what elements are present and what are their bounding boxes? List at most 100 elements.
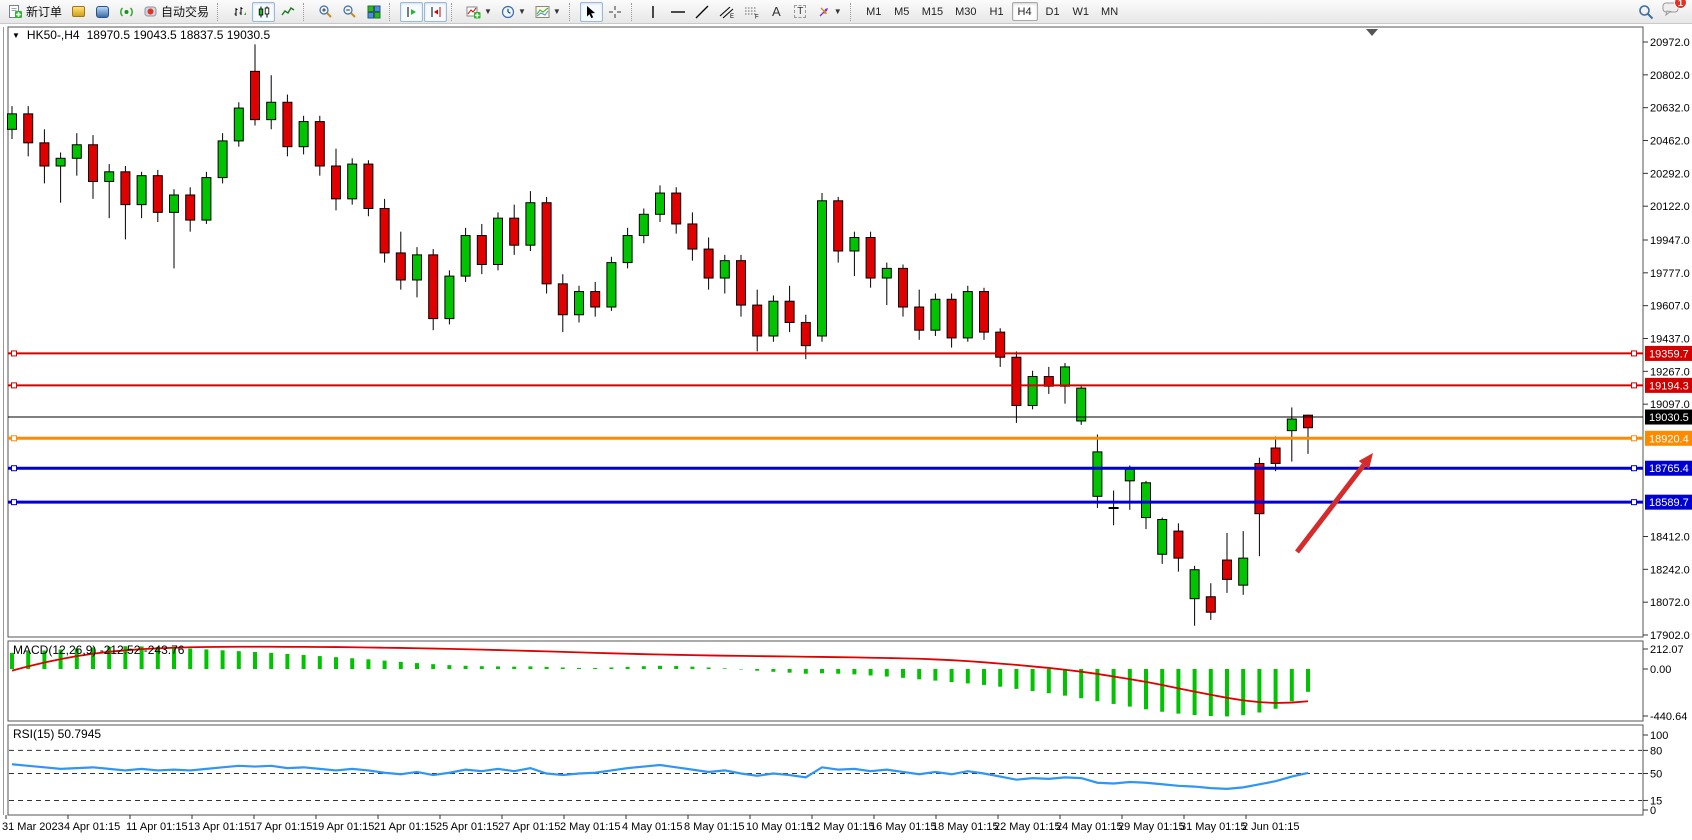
line-handle[interactable] xyxy=(11,499,17,506)
timeframe-m5-button[interactable]: M5 xyxy=(894,5,910,18)
timeframe-h4-button[interactable]: H4 xyxy=(1011,2,1038,21)
bull-candle xyxy=(266,101,277,121)
price-tick-label: 20462.0 xyxy=(1650,136,1690,148)
toolbar-separator xyxy=(568,2,575,21)
timeframe-m15-button[interactable]: M15 xyxy=(921,5,944,18)
zoom-in-button[interactable] xyxy=(314,2,337,22)
price-tick-label: 18072.0 xyxy=(1650,597,1690,609)
auto-scroll-button[interactable] xyxy=(400,1,424,22)
bull-candle xyxy=(622,235,633,264)
line-chart-mode-button[interactable] xyxy=(276,2,299,22)
crosshair-button[interactable] xyxy=(604,2,627,22)
rsi-tick-label: 50 xyxy=(1650,769,1662,781)
timeframe-m30-button[interactable]: M30 xyxy=(955,5,977,18)
line-handle[interactable] xyxy=(1631,382,1637,389)
price-tag xyxy=(1645,409,1692,425)
price-axis[interactable]: 20972.0 20802.0 20632.0 20462.0 20292.0 20122… xyxy=(1643,37,1692,642)
bear-candle xyxy=(979,291,989,333)
auto-scroll-icon xyxy=(407,6,416,17)
rsi-pane[interactable] xyxy=(7,724,1644,816)
bear-candle xyxy=(833,200,844,252)
fibonacci-tool-button[interactable]: F xyxy=(740,2,764,22)
bear-candle xyxy=(995,331,1006,358)
bull-candle xyxy=(493,217,503,266)
trend-arrow[interactable] xyxy=(1295,463,1366,554)
bull-candle xyxy=(606,262,617,308)
arrows-tool-button[interactable]: ▼ xyxy=(813,2,846,22)
cursor-button[interactable] xyxy=(579,1,603,22)
line-handle[interactable] xyxy=(11,382,17,389)
price-tag xyxy=(1645,494,1692,510)
bull-candle xyxy=(1189,569,1200,600)
bear-candle xyxy=(784,300,795,323)
text-label-tool-button[interactable]: T xyxy=(789,2,812,22)
bear-candle xyxy=(152,175,163,213)
search-icon[interactable] xyxy=(1638,4,1654,20)
macd-pane[interactable] xyxy=(7,640,1644,722)
chat-button[interactable]: 1 xyxy=(1662,0,1687,22)
templates-button[interactable]: ▼ xyxy=(531,2,565,22)
autotrading-button[interactable]: 自动交易 xyxy=(139,2,213,22)
dropdown-caret-icon: ▼ xyxy=(833,7,842,16)
time-tick-label: 16 May 01:15 xyxy=(870,821,937,833)
equidistant-channel-tool-button[interactable]: E xyxy=(715,2,739,22)
trendline-tool-button[interactable] xyxy=(691,2,714,22)
template-icon xyxy=(535,5,550,18)
periods-button[interactable]: ▼ xyxy=(497,2,530,22)
vertical-line-tool-button[interactable] xyxy=(642,2,665,22)
bull-candle xyxy=(638,213,649,237)
new-order-label: 新订单 xyxy=(26,5,63,19)
line-handle[interactable] xyxy=(11,350,17,357)
price-tick-label: 18412.0 xyxy=(1650,531,1690,543)
timeframe-m1-button[interactable]: M1 xyxy=(866,5,882,18)
line-handle[interactable] xyxy=(1631,350,1637,357)
rsi-tick-label: 100 xyxy=(1650,730,1668,742)
candlestick-mode-button[interactable] xyxy=(252,1,276,22)
bear-candle xyxy=(428,254,439,320)
bear-candle xyxy=(88,144,98,182)
bull-candle xyxy=(1286,418,1297,432)
zoom-out-button[interactable] xyxy=(338,2,361,22)
timeframe-w1-button[interactable]: W1 xyxy=(1072,5,1090,18)
bear-candle xyxy=(590,291,601,308)
line-handle[interactable] xyxy=(1631,499,1637,506)
line-handle[interactable] xyxy=(11,435,17,442)
line-handle[interactable] xyxy=(11,465,17,472)
timeframe-h1-button[interactable]: H1 xyxy=(989,5,1004,18)
bull-candle xyxy=(1076,387,1087,422)
indicators-button[interactable]: ▼ xyxy=(462,2,496,22)
time-axis[interactable]: 31 Mar 2023 4 Apr 01:15 11 Apr 01:15 13 Apr… xyxy=(2,815,1300,833)
bull-candle xyxy=(169,194,179,213)
timeframe-d1-button[interactable]: D1 xyxy=(1045,5,1060,18)
profile-button[interactable] xyxy=(91,2,114,22)
bear-candle xyxy=(557,283,568,316)
line-handle[interactable] xyxy=(1631,465,1637,472)
tile-windows-icon xyxy=(367,5,381,18)
dropdown-caret-icon: ▼ xyxy=(484,7,492,16)
text-tool-button[interactable]: A xyxy=(765,2,788,22)
line-handle[interactable] xyxy=(1631,435,1637,442)
gold-box-button[interactable] xyxy=(67,2,90,22)
bull-candle xyxy=(1124,468,1135,482)
timeframe-mn-button[interactable]: MN xyxy=(1101,5,1119,18)
horizontal-line-tool-button[interactable] xyxy=(666,2,690,22)
time-tick-label: 21 Apr 01:15 xyxy=(374,821,436,833)
bull-candle xyxy=(881,267,892,279)
price-tick-label: 19777.0 xyxy=(1650,268,1690,280)
chart-ohlc-values: 18970.5 19043.5 18837.5 19030.5 xyxy=(86,28,271,42)
price-tick-label: 19947.0 xyxy=(1650,235,1690,247)
signals-button[interactable] xyxy=(115,2,138,22)
chart-shift-marker[interactable] xyxy=(1366,29,1378,36)
tile-windows-button[interactable] xyxy=(362,2,385,22)
bar-chart-mode-button[interactable] xyxy=(228,2,251,22)
new-order-icon xyxy=(9,5,22,18)
new-order-button[interactable]: 新订单 xyxy=(4,2,66,22)
macd-tick-label: 212.07 xyxy=(1650,644,1684,656)
line-chart-icon xyxy=(280,6,294,15)
profile-icon xyxy=(96,5,110,18)
price-tag-label: 19030.5 xyxy=(1649,412,1689,424)
chart-window[interactable]: 20972.0 20802.0 20632.0 20462.0 20292.0 20122… xyxy=(0,24,1692,840)
chart-shift-button[interactable] xyxy=(424,1,448,22)
